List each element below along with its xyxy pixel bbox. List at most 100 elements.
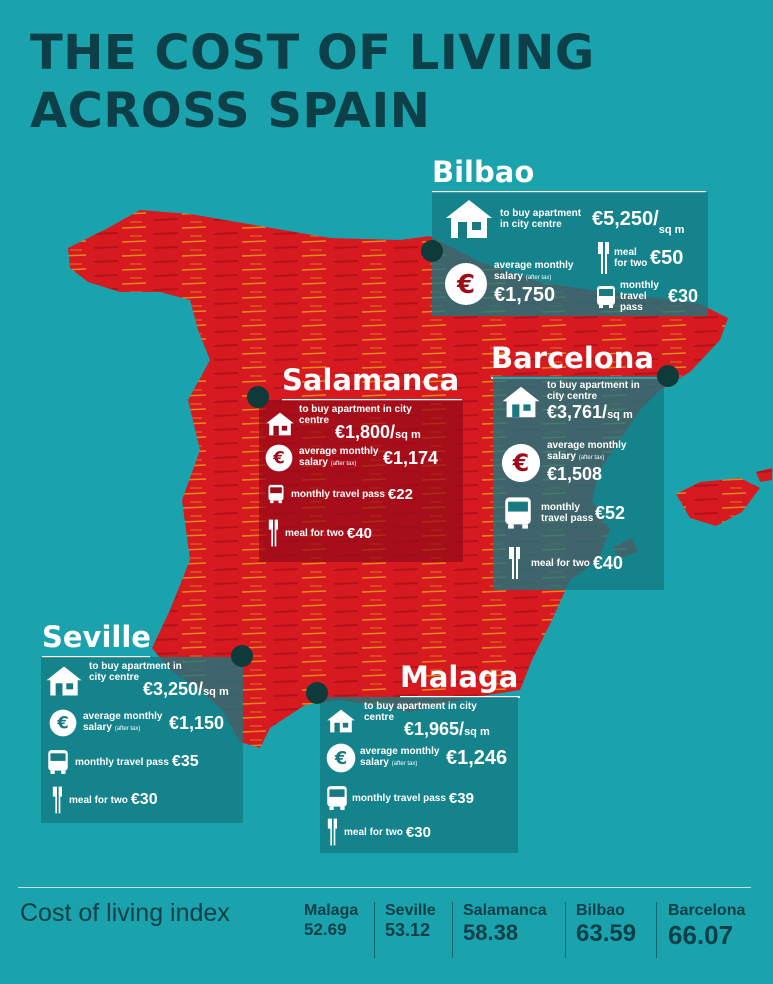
index-entry-value: 53.12 — [385, 920, 431, 940]
salary-note: (after tax) — [578, 455, 605, 461]
index-entry-name: Malaga — [304, 902, 359, 919]
salary-label-text: average monthly salary — [83, 711, 163, 733]
city-name-salamanca: Salamanca — [282, 363, 462, 401]
card-salamanca: to buy apartment in city centre €1,800/s… — [259, 400, 463, 562]
title-line-1: THE COST OF LIVING — [30, 25, 595, 81]
salary-value: €1,508 — [547, 464, 603, 484]
apartment-label: to buy apartment in city centre — [547, 380, 640, 402]
apartment-label: to buy apartment in city centre — [299, 404, 412, 426]
travel-label: monthly travel pass — [352, 792, 446, 804]
travel-label: monthly travel pass — [75, 756, 169, 768]
euro-icon: € — [501, 443, 541, 482]
euro-icon: € — [49, 709, 77, 737]
index-entry-name: Seville — [385, 902, 436, 919]
euro-icon: € — [265, 444, 293, 472]
meal-value: €30 — [130, 791, 158, 808]
seville-marker — [231, 645, 253, 667]
index-separator — [452, 902, 453, 958]
travel-value: €30 — [668, 286, 699, 306]
index-entry-name: Salamanca — [463, 902, 547, 919]
card-malaga: to buy apartment in city centre €1,965/s… — [320, 697, 518, 853]
index-divider — [18, 887, 751, 888]
index-separator — [374, 902, 375, 958]
house-icon — [502, 386, 540, 417]
travel-value: €35 — [171, 753, 199, 770]
house-icon — [266, 412, 294, 435]
apartment-label: to buy apartment in city centre — [89, 661, 182, 683]
index-entry-value: 63.59 — [576, 920, 637, 947]
apartment-label: to buy apartment in city centre — [364, 701, 477, 723]
apartment-value: €5,250/ — [592, 207, 659, 230]
salary-label-text: average monthly salary — [547, 440, 627, 462]
fork-knife-icon — [509, 547, 520, 579]
salary-label-text: average monthly salary — [299, 446, 379, 468]
apartment-unit: sq m — [658, 224, 685, 236]
salary-label-text: average monthly salary — [360, 746, 440, 768]
apartment-value: €1,800/ — [335, 422, 396, 442]
house-icon — [327, 709, 355, 732]
index-entry-name: Barcelona — [668, 902, 746, 919]
malaga-marker — [306, 682, 328, 704]
salary-note: (after tax) — [330, 461, 357, 467]
salary-note: (after tax) — [391, 761, 418, 767]
index-entry-value: 58.38 — [463, 920, 519, 945]
salary-value: €1,150 — [169, 712, 225, 733]
page-title: THE COST OF LIVING ACROSS SPAIN — [30, 24, 595, 140]
title-line-2: ACROSS SPAIN — [30, 83, 431, 139]
travel-label: monthly travel pass — [541, 502, 594, 524]
city-name-barcelona: Barcelona — [491, 341, 657, 379]
barcelona-marker — [657, 365, 679, 387]
fork-knife-icon — [268, 519, 278, 547]
apartment-label: to buy apartment in city centre — [500, 208, 582, 230]
svg-text:€: € — [272, 449, 285, 468]
index-entry-value: 66.07 — [668, 920, 734, 950]
card-barcelona: to buy apartment in city centre €3,761/s… — [493, 376, 664, 590]
salary-label: average monthly salary (after tax) — [360, 746, 446, 770]
salary-note: (after tax) — [114, 726, 141, 732]
meal-value: €40 — [592, 552, 623, 573]
euro-icon: € — [326, 743, 356, 773]
meal-value: €40 — [346, 524, 372, 542]
card-bilbao: to buy apartment in city centre €5,250/ … — [432, 192, 708, 316]
salary-label: average monthly salary (after tax) — [547, 440, 639, 464]
svg-text:€: € — [512, 449, 529, 477]
svg-text:€: € — [334, 749, 347, 769]
index-separator — [565, 902, 566, 958]
salary-label: average monthly salary (after tax) — [299, 446, 383, 470]
menorca-shape — [756, 468, 772, 482]
index-entry-value: 52.69 — [304, 920, 347, 939]
salary-label: average monthly salary (after tax) — [494, 260, 584, 284]
index-entry-barcelona: Barcelona 66.07 — [668, 902, 745, 951]
city-name-malaga: Malaga — [400, 660, 520, 698]
bus-icon — [327, 786, 347, 810]
house-icon — [46, 666, 82, 695]
salary-label-text: average monthly salary — [494, 260, 574, 282]
meal-label: meal for two — [285, 527, 344, 539]
fork-knife-icon — [327, 818, 337, 846]
apartment-unit: sq m — [203, 686, 229, 698]
bilbao-marker — [421, 240, 443, 262]
meal-value: €30 — [405, 823, 431, 841]
index-title: Cost of living index — [20, 899, 230, 927]
index-entry-malaga: Malaga 52.69 — [304, 902, 358, 940]
apartment-value: €1,965/ — [404, 719, 465, 739]
card-seville: to buy apartment in city centre €3,250/s… — [41, 657, 243, 823]
apartment-unit: sq m — [607, 409, 633, 421]
apartment-value: €3,250/ — [143, 679, 204, 699]
house-icon — [446, 200, 492, 238]
salary-value: €1,750 — [494, 284, 556, 306]
bus-icon — [597, 285, 615, 308]
travel-value: €22 — [387, 485, 413, 503]
salamanca-marker — [247, 386, 269, 408]
index-entry-seville: Seville 53.12 — [385, 902, 436, 941]
travel-label: monthly travel pass — [291, 488, 385, 500]
meal-label: meal for two — [344, 826, 403, 838]
salary-value: €1,174 — [383, 447, 439, 468]
meal-label: meal for two — [69, 794, 128, 806]
index-entry-name: Bilbao — [576, 902, 625, 919]
meal-value: €50 — [650, 246, 684, 269]
bus-icon — [505, 497, 531, 529]
bus-icon — [48, 750, 68, 774]
travel-value: €52 — [595, 502, 626, 523]
apartment-value: €3,761/ — [547, 402, 608, 422]
